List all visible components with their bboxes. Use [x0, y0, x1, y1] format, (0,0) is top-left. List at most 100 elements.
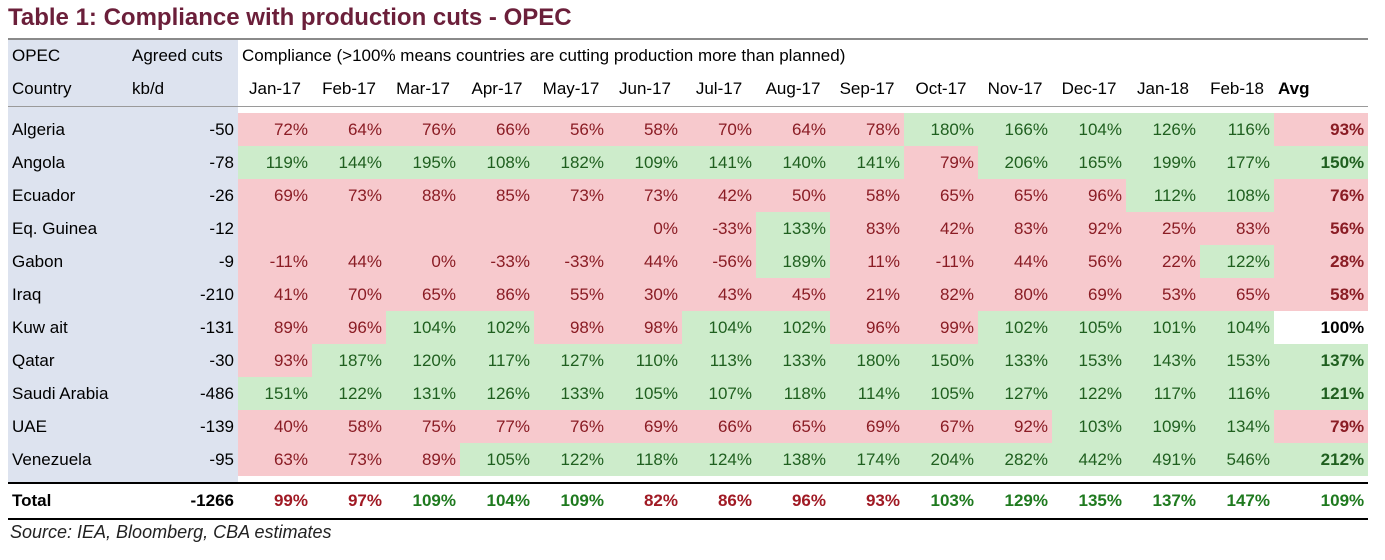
compliance-cell: 119%: [238, 146, 312, 179]
compliance-cell: 141%: [830, 146, 904, 179]
month-header: Dec-17: [1052, 72, 1126, 107]
total-compliance-cell: 82%: [608, 482, 682, 520]
total-compliance-cell: 109%: [534, 482, 608, 520]
compliance-cell: 65%: [386, 278, 460, 311]
table-row: Ecuador -26 69% 73% 88% 85% 73% 73% 42% 50% 58% 65%…: [8, 179, 1369, 212]
compliance-cell: 116%: [1200, 113, 1274, 146]
compliance-cell: 126%: [460, 377, 534, 410]
compliance-cell: 122%: [534, 443, 608, 476]
compliance-cell: 89%: [238, 311, 312, 344]
compliance-cell: 96%: [1052, 179, 1126, 212]
avg-cell: 28%: [1274, 245, 1369, 278]
compliance-cell: 76%: [534, 410, 608, 443]
compliance-table: OPEC Agreed cuts Compliance (>100% means…: [8, 40, 1369, 520]
compliance-cell: 66%: [682, 410, 756, 443]
month-header: Feb-17: [312, 72, 386, 107]
compliance-cell: 134%: [1200, 410, 1274, 443]
compliance-cell: 101%: [1126, 311, 1200, 344]
agreed-cut-value: -210: [128, 278, 238, 311]
avg-cell: 76%: [1274, 179, 1369, 212]
total-compliance-cell: 104%: [460, 482, 534, 520]
compliance-cell: 70%: [682, 113, 756, 146]
compliance-cell: 127%: [978, 377, 1052, 410]
avg-cell: 58%: [1274, 278, 1369, 311]
compliance-cell: 44%: [978, 245, 1052, 278]
compliance-cell: 86%: [460, 278, 534, 311]
source-note: Source: IEA, Bloomberg, CBA estimates: [10, 522, 332, 542]
country-name: Ecuador: [8, 179, 128, 212]
compliance-cell: 102%: [978, 311, 1052, 344]
compliance-cell: 65%: [904, 179, 978, 212]
compliance-cell: [460, 212, 534, 245]
compliance-cell: 77%: [460, 410, 534, 443]
compliance-cell: 166%: [978, 113, 1052, 146]
compliance-cell: 133%: [756, 344, 830, 377]
compliance-cell: 58%: [608, 113, 682, 146]
compliance-cell: 79%: [904, 146, 978, 179]
compliance-cell: 69%: [1052, 278, 1126, 311]
compliance-cell: 174%: [830, 443, 904, 476]
agreed-cut-value: -12: [128, 212, 238, 245]
spacer-row: [8, 476, 1368, 483]
compliance-cell: 30%: [608, 278, 682, 311]
compliance-cell: 102%: [756, 311, 830, 344]
compliance-cell: 182%: [534, 146, 608, 179]
month-header: Feb-18: [1200, 72, 1274, 107]
compliance-cell: 104%: [1052, 113, 1126, 146]
kbd-header: kb/d: [128, 72, 238, 107]
agreed-cut-value: -131: [128, 311, 238, 344]
compliance-cell: 64%: [312, 113, 386, 146]
compliance-cell: 546%: [1200, 443, 1274, 476]
compliance-cell: -33%: [682, 212, 756, 245]
compliance-cell: 122%: [312, 377, 386, 410]
country-name: Gabon: [8, 245, 128, 278]
avg-cell: 212%: [1274, 443, 1369, 476]
top-rule: [8, 38, 1368, 40]
compliance-cell: 73%: [608, 179, 682, 212]
compliance-cell: 124%: [682, 443, 756, 476]
country-name: Algeria: [8, 113, 128, 146]
compliance-cell: 206%: [978, 146, 1052, 179]
compliance-cell: 42%: [682, 179, 756, 212]
compliance-cell: 204%: [904, 443, 978, 476]
table-row: Algeria -50 72% 64% 76% 66% 56% 58% 70% 64% 78% 180…: [8, 113, 1369, 146]
compliance-cell: 102%: [460, 311, 534, 344]
compliance-cell: 65%: [978, 179, 1052, 212]
agreed-cut-value: -9: [128, 245, 238, 278]
country-header: Country: [8, 72, 128, 107]
compliance-cell: 92%: [978, 410, 1052, 443]
total-compliance-cell: 109%: [386, 482, 460, 520]
agreed-cut-value: -486: [128, 377, 238, 410]
compliance-cell: -33%: [460, 245, 534, 278]
header-row-2: Country kb/d Jan-17 Feb-17 Mar-17 Apr-17 May…: [8, 72, 1369, 107]
country-name: UAE: [8, 410, 128, 443]
compliance-cell: 138%: [756, 443, 830, 476]
avg-cell: 79%: [1274, 410, 1369, 443]
compliance-cell: 56%: [534, 113, 608, 146]
avg-cell: 150%: [1274, 146, 1369, 179]
compliance-cell: 120%: [386, 344, 460, 377]
compliance-cell: 109%: [608, 146, 682, 179]
compliance-cell: 69%: [830, 410, 904, 443]
compliance-cell: 83%: [830, 212, 904, 245]
total-compliance-cell: 137%: [1126, 482, 1200, 520]
compliance-cell: -56%: [682, 245, 756, 278]
compliance-cell: 72%: [238, 113, 312, 146]
compliance-cell: 67%: [904, 410, 978, 443]
country-name: Iraq: [8, 278, 128, 311]
compliance-cell: -33%: [534, 245, 608, 278]
compliance-cell: 442%: [1052, 443, 1126, 476]
compliance-cell: 63%: [238, 443, 312, 476]
avg-cell: 137%: [1274, 344, 1369, 377]
compliance-cell: 117%: [460, 344, 534, 377]
agreed-cut-value: -50: [128, 113, 238, 146]
compliance-cell: 199%: [1126, 146, 1200, 179]
total-compliance-cell: 129%: [978, 482, 1052, 520]
total-label: Total: [8, 482, 128, 520]
compliance-cell: 55%: [534, 278, 608, 311]
spacer-row: [8, 106, 1368, 113]
compliance-cell: 114%: [830, 377, 904, 410]
month-header: Oct-17: [904, 72, 978, 107]
compliance-cell: 117%: [1126, 377, 1200, 410]
compliance-cell: 22%: [1126, 245, 1200, 278]
